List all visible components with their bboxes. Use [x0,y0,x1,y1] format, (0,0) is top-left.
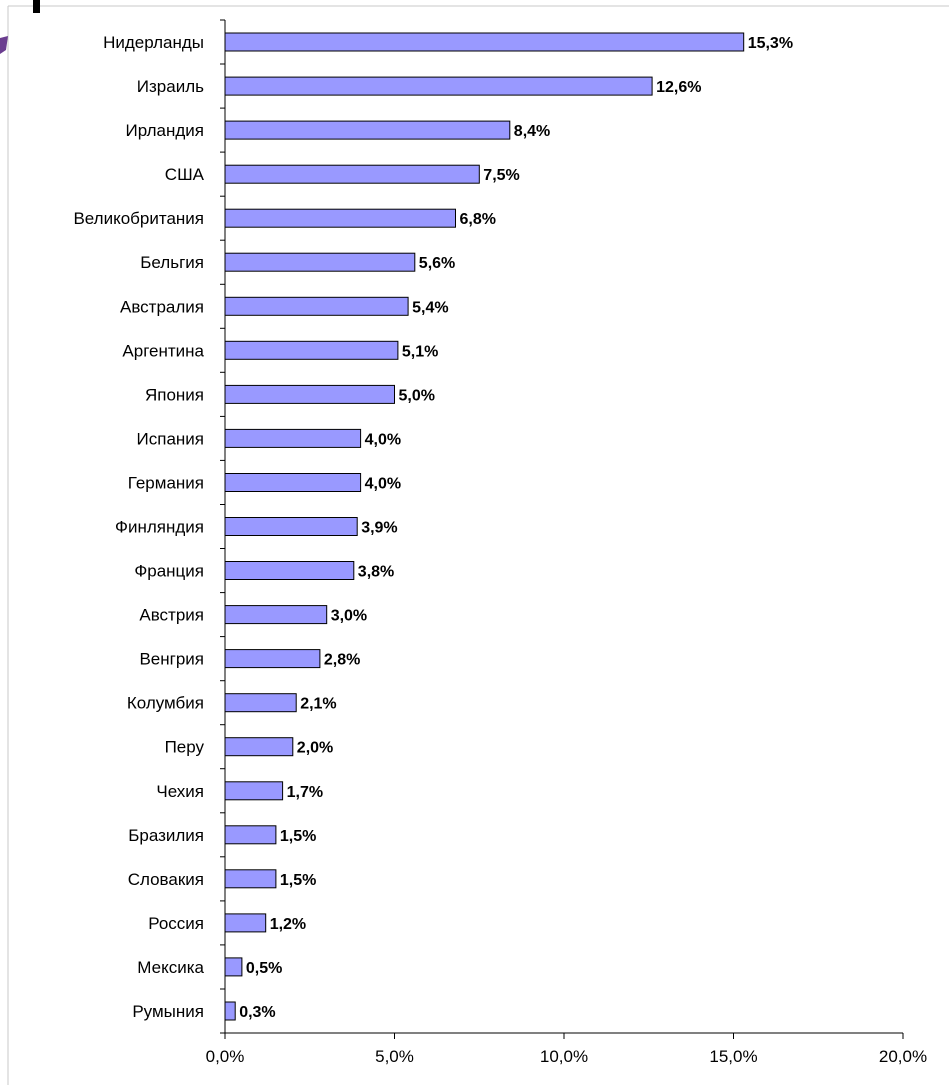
bar-13 [224,561,355,580]
category-label: США [165,165,205,184]
category-label: Израиль [137,77,204,96]
category-label: Германия [128,474,204,493]
data-label: 2,8% [324,652,360,669]
data-label: 1,7% [287,784,323,801]
bar-9 [224,384,395,404]
category-label: Перу [165,738,205,757]
category-label: Бельгия [140,253,204,272]
x-tick-label: 15,0% [709,1047,757,1066]
data-label: 6,8% [460,211,496,228]
bar-3 [224,120,511,140]
category-label: Финляндия [115,518,204,537]
data-label: 7,5% [483,167,519,184]
corner-accent [0,36,8,54]
data-label: 5,1% [402,343,438,360]
category-label: Ирландия [126,121,204,140]
bar-11 [224,473,362,492]
data-label: 1,5% [280,872,316,889]
x-tick-label: 20,0% [879,1047,927,1066]
category-label: Бразилия [128,826,204,845]
category-label: Колумбия [127,694,204,713]
x-tick-label: 0,0% [206,1047,245,1066]
data-labels: 15,3% 12,6% 8,4% 7,5% 6,8% 5,6% 5,4% 5,1% 5,0% 4,… [239,35,793,1021]
category-label: Австрия [139,606,204,625]
bar-19 [224,825,277,845]
category-label: Австралия [120,297,204,316]
data-label: 5,6% [419,255,455,272]
x-tick-label: 5,0% [375,1047,414,1066]
x-tick-label: 10,0% [540,1047,588,1066]
bar-23 [224,1001,236,1021]
category-label: Нидерланды [103,33,204,52]
bar-22 [224,957,243,977]
bar-5 [224,208,456,228]
category-label: Аргентина [122,341,204,360]
data-label: 1,5% [280,828,316,845]
data-label: 0,3% [239,1004,275,1021]
data-label: 5,4% [412,299,448,316]
bar-20 [224,869,277,889]
category-label: Япония [145,385,204,404]
data-label: 3,9% [361,520,397,537]
data-label: 3,8% [358,564,394,581]
bar-17 [224,737,294,757]
data-label: 8,4% [514,123,550,140]
bar-1 [224,32,745,52]
data-label: 5,0% [399,387,435,404]
bar-12 [224,517,358,536]
data-label: 2,0% [297,740,333,757]
bar-15 [224,649,321,669]
bar-7 [224,296,409,316]
category-label: Венгрия [139,650,204,669]
data-label: 0,5% [246,960,282,977]
bars-layer [224,32,745,1021]
x-ticks: 0,0% 5,0% 10,0% 15,0% 20,0% [206,1033,927,1066]
category-labels: Нидерланды Израиль Ирландия США Великобритан… [73,33,204,1021]
data-label: 15,3% [748,35,793,52]
bar-16 [224,693,297,713]
data-label: 1,2% [270,916,306,933]
data-label: 2,1% [300,696,336,713]
category-label: Франция [134,562,204,581]
bar-18 [224,781,284,801]
category-label: Румыния [132,1002,204,1021]
category-label: Словакия [128,870,204,889]
category-label: Чехия [156,782,204,801]
data-label: 4,0% [365,431,401,448]
bar-21 [224,913,267,933]
bar-2 [224,76,653,96]
bar-4 [224,164,480,184]
bar-10 [224,428,362,448]
category-label: Россия [148,914,204,933]
bar-6 [224,252,416,272]
category-label: Великобритания [73,209,204,228]
data-label: 3,0% [331,608,367,625]
category-label: Испания [137,429,204,448]
y-ticks [220,19,225,1034]
data-label: 4,0% [365,476,401,493]
category-label: Мексика [137,958,204,977]
data-label: 12,6% [656,79,701,96]
corner-mark [33,0,40,13]
plot-area: Нидерланды Израиль Ирландия США Великобритан… [73,19,927,1066]
bar-14 [224,605,328,625]
bar-8 [224,340,399,360]
